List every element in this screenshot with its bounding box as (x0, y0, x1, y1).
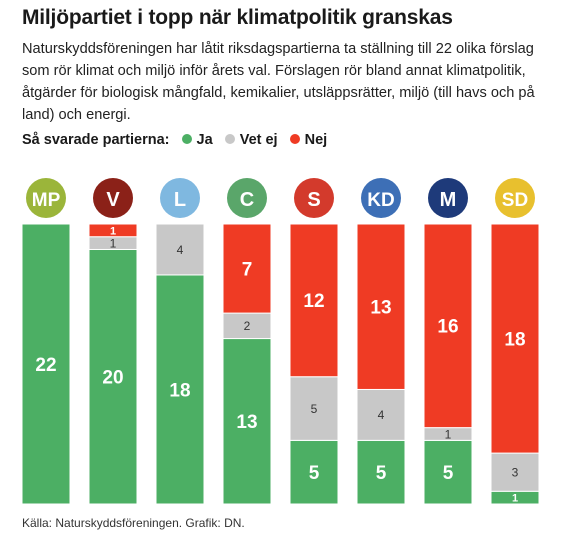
data-label-l-vet-ej: 4 (177, 243, 184, 257)
data-label-c-nej: 7 (242, 259, 253, 280)
bar-sd-nej (490, 223, 540, 454)
bar-l-vet-ej (155, 223, 205, 276)
data-label-sd-nej: 18 (504, 329, 525, 350)
data-label-v-nej: 1 (110, 225, 116, 237)
bar-kd-ja (356, 439, 406, 505)
bar-s-nej (289, 223, 339, 378)
bar-kd-nej (356, 223, 406, 390)
party-badge-s (294, 178, 334, 218)
chart-title: Miljöpartiet i topp när klimatpolitik gr… (22, 6, 453, 29)
bar-c-ja (222, 338, 272, 505)
bar-s-vet-ej (289, 376, 339, 441)
data-label-sd-ja: 1 (512, 493, 518, 505)
bar-l-ja (155, 274, 205, 505)
chart-description: Naturskyddsföreningen har låtit riksdags… (22, 41, 535, 123)
legend-item-ja: Ja (196, 132, 213, 148)
party-badge-sd (495, 178, 535, 218)
party-label-v: V (106, 189, 120, 211)
party-badge-l (160, 178, 200, 218)
legend-label: Så svarade partierna: (22, 132, 170, 148)
data-label-v-vet-ej: 1 (110, 236, 117, 250)
party-badge-m (428, 178, 468, 218)
data-label-m-ja: 5 (443, 463, 454, 484)
party-badge-mp (26, 178, 66, 218)
party-label-s: S (307, 189, 320, 211)
data-label-c-vet-ej: 2 (244, 319, 251, 333)
bar-s-ja (289, 439, 339, 505)
bar-v-ja (88, 248, 138, 505)
legend-item-nej: Nej (304, 132, 328, 148)
bar-c-nej (222, 223, 272, 314)
data-label-kd-vet-ej: 4 (378, 408, 385, 422)
party-label-mp: MP (32, 190, 61, 211)
legend-swatch-vet-ej (224, 134, 235, 144)
data-label-m-nej: 16 (437, 317, 458, 338)
bar-v-nej (88, 223, 138, 238)
party-label-kd: KD (367, 190, 394, 211)
legend-swatch-nej (289, 134, 300, 144)
legend: Så svarade partierna: Ja Vet ej Nej (22, 132, 327, 148)
data-label-s-vet-ej: 5 (311, 402, 318, 416)
data-label-s-nej: 12 (303, 291, 324, 312)
data-label-c-ja: 13 (236, 412, 257, 433)
data-label-kd-nej: 13 (370, 298, 391, 319)
party-label-c: C (240, 189, 254, 211)
data-label-kd-ja: 5 (376, 463, 387, 484)
bar-sd-vet-ej (490, 452, 540, 492)
party-label-l: L (174, 189, 186, 211)
data-label-m-vet-ej: 1 (445, 427, 452, 441)
data-label-mp-ja: 22 (35, 355, 56, 376)
legend-item-vet-ej: Vet ej (239, 132, 278, 148)
bar-m-ja (423, 439, 473, 505)
party-badge-c (227, 178, 267, 218)
data-label-v-ja: 20 (102, 368, 123, 389)
bar-c-vet-ej (222, 312, 272, 340)
bar-m-nej (423, 223, 473, 429)
party-label-m: M (440, 189, 457, 211)
legend-swatch-ja (181, 134, 192, 144)
data-label-s-ja: 5 (309, 463, 320, 484)
party-badge-v (93, 178, 133, 218)
source-note: Källa: Naturskyddsföreningen. Grafik: DN… (22, 516, 245, 530)
party-label-sd: SD (502, 190, 528, 211)
party-badge-kd (361, 178, 401, 218)
bar-mp-ja (21, 223, 71, 505)
data-label-l-ja: 18 (169, 380, 190, 401)
data-label-sd-vet-ej: 3 (512, 466, 519, 480)
